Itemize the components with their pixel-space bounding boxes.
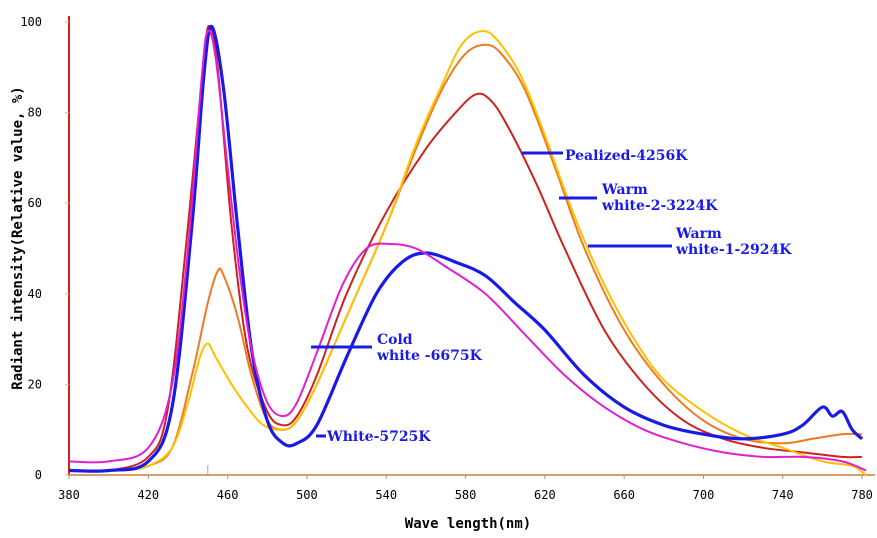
y-axis-title: Radiant intensity(Relative value, %) (10, 86, 26, 389)
annotation-label: white-2-3224K (601, 198, 718, 214)
x-axis-title: Wave length(nm) (405, 516, 531, 532)
annotation-label: White-5725K (326, 429, 431, 445)
x-tick-label: 620 (534, 488, 556, 502)
x-tick-label: 580 (455, 488, 477, 502)
annotation-label: white -6675K (376, 348, 483, 364)
annotation-white-5725k: White-5725K (316, 429, 431, 445)
annotation-label: Pealized-4256K (565, 148, 688, 164)
y-tick-label: 0 (35, 468, 42, 482)
y-tick-label: 20 (28, 377, 42, 391)
x-tick-label: 460 (217, 488, 239, 502)
x-tick-label: 420 (137, 488, 159, 502)
x-tick-label: 500 (296, 488, 318, 502)
y-tick-label: 60 (28, 196, 42, 210)
y-tick-label: 40 (28, 287, 42, 301)
annotation-label: Warm (675, 226, 722, 242)
x-tick-label: 540 (375, 488, 397, 502)
annotation-layer: Pealized-4256KWarmwhite-2-3224KWarmwhite… (311, 148, 792, 445)
annotation-label: white-1-2924K (675, 242, 792, 258)
y-tick-label: 100 (20, 15, 42, 29)
x-tick-label: 660 (613, 488, 635, 502)
x-tick-label: 380 (58, 488, 80, 502)
y-tick-label: 80 (28, 106, 42, 120)
annotation-label: Warm (601, 182, 648, 198)
x-tick-label: 780 (851, 488, 873, 502)
annotation-label: Cold (377, 332, 413, 348)
annotation-pealized-4256k: Pealized-4256K (522, 148, 688, 164)
x-tick-label: 700 (693, 488, 715, 502)
x-tick-label: 740 (772, 488, 794, 502)
